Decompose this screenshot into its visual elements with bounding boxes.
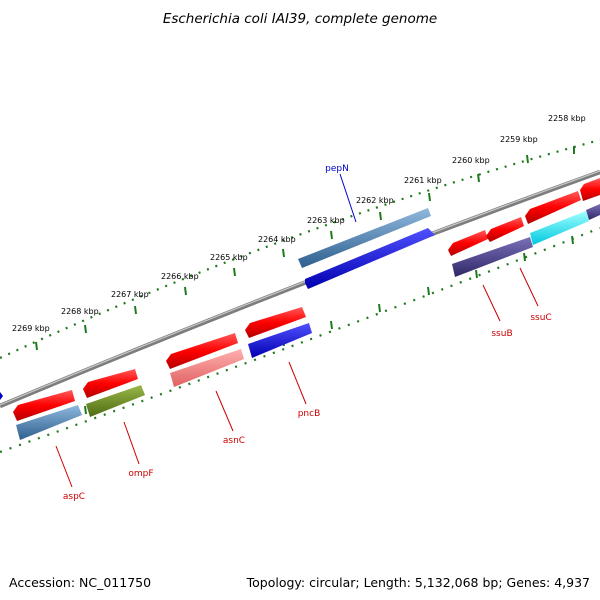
tick-mark — [477, 173, 480, 183]
tick-mark — [526, 154, 529, 164]
reverse-strand-features — [0, 307, 312, 440]
ruler-labels: 2258 kbp 2259 kbp 2260 kbp 2261 kbp 2262… — [12, 114, 586, 333]
gene-feature — [586, 204, 600, 220]
gene-feature-edge — [0, 392, 3, 400]
gene-pncB — [248, 323, 312, 358]
gene-label-pncB: pncB — [298, 409, 321, 419]
forward-strand-features — [298, 178, 600, 289]
gene-label-pepN: pepN — [325, 164, 349, 174]
tick-label: 2264 kbp — [258, 235, 296, 244]
gene-feature — [525, 191, 581, 224]
map-title: Escherichia coli IAI39, complete genome — [163, 11, 437, 27]
label-leaders — [55, 173, 539, 488]
gene-pepN-upper — [298, 208, 431, 268]
gene-feature — [13, 390, 75, 421]
tick-mark — [428, 192, 431, 202]
tick-mark — [184, 286, 187, 296]
gene-feature — [83, 369, 138, 398]
tick-mark — [282, 248, 285, 258]
gene-labels: pepN ssuB ssuC asnC pncB aspC ompF — [63, 164, 552, 502]
gene-feature — [580, 178, 600, 201]
tick-label: 2259 kbp — [500, 135, 538, 144]
tick-mark — [84, 324, 87, 334]
gene-label-ssuC: ssuC — [530, 313, 551, 323]
genome-backbone — [0, 169, 600, 409]
gene-label-ompF: ompF — [128, 469, 153, 479]
gene-feature — [245, 307, 306, 338]
tick-label: 2261 kbp — [404, 176, 442, 185]
tick-mark — [233, 267, 236, 277]
gene-feature — [486, 217, 524, 242]
tick-label: 2260 kbp — [452, 156, 490, 165]
gene-ssuB — [452, 237, 533, 277]
tick-label: 2262 kbp — [356, 196, 394, 205]
gene-label-asnC: asnC — [223, 436, 245, 446]
tick-label: 2266 kbp — [161, 272, 199, 281]
accession-label: Accession: NC_011750 — [9, 575, 151, 590]
tick-label: 2258 kbp — [548, 114, 586, 123]
tick-mark — [35, 341, 38, 351]
gene-asnC — [170, 349, 244, 387]
gene-aspC — [16, 405, 82, 440]
tick-label: 2269 kbp — [12, 324, 50, 333]
tick-label: 2265 kbp — [210, 253, 248, 262]
tick-label: 2268 kbp — [61, 307, 99, 316]
major-ticks — [35, 146, 575, 351]
gene-label-aspC: aspC — [63, 492, 85, 502]
tick-mark — [330, 230, 333, 240]
outer-tick-ring — [0, 138, 600, 359]
gene-feature — [166, 333, 238, 369]
gene-pepN — [305, 228, 435, 289]
tick-mark — [379, 211, 382, 221]
genome-summary: Topology: circular; Length: 5,132,068 bp… — [246, 575, 590, 590]
tick-label: 2263 kbp — [307, 216, 345, 225]
gene-label-ssuB: ssuB — [491, 329, 512, 339]
tick-label: 2267 kbp — [111, 290, 149, 299]
gene-ssuC — [530, 211, 589, 245]
gene-ompF — [86, 385, 145, 417]
tick-mark — [134, 305, 137, 315]
gene-feature — [448, 230, 488, 256]
